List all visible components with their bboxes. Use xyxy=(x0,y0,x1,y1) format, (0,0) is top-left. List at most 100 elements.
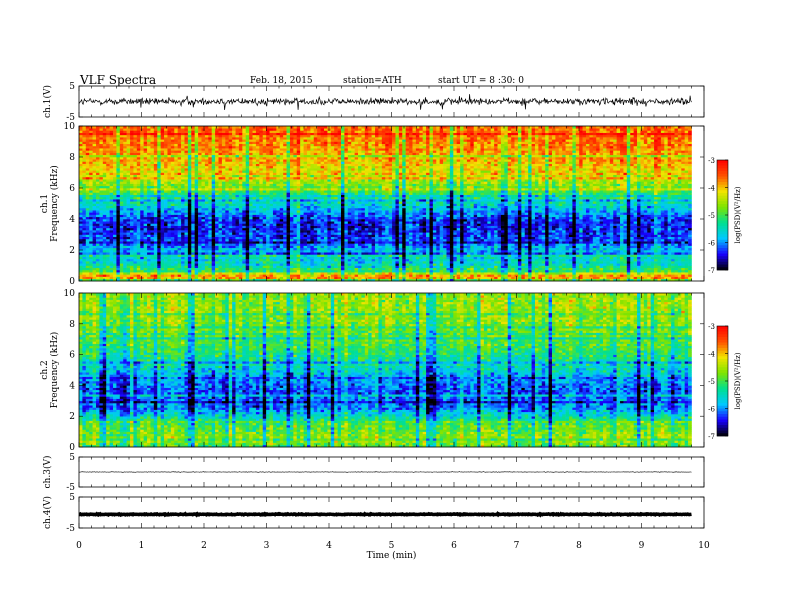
spectrogram-cell xyxy=(245,203,250,207)
spectrogram-cell xyxy=(238,258,243,262)
spectrogram-cell xyxy=(181,272,185,275)
spectrogram-cell xyxy=(208,192,213,195)
spectrogram-cell xyxy=(204,236,209,240)
spectrogram-cell xyxy=(177,221,182,224)
spectrogram-cell xyxy=(109,265,114,269)
spectrogram-cell xyxy=(157,190,161,193)
spectrogram-cell xyxy=(143,179,148,182)
spectrogram-cell xyxy=(85,241,90,244)
spectrogram-cell xyxy=(194,185,199,189)
spectrogram-cell xyxy=(272,196,277,200)
spectrogram-cell xyxy=(232,148,236,151)
spectrogram-cell xyxy=(79,188,83,191)
spectrogram-cell xyxy=(221,216,226,220)
spectrogram-cell xyxy=(82,254,87,257)
spectrogram-cell xyxy=(177,256,182,260)
spectrogram-cell xyxy=(174,152,178,156)
spectrogram-cell xyxy=(218,137,223,140)
spectrogram-cell xyxy=(201,269,206,273)
spectrogram-cell xyxy=(174,214,178,218)
spectrogram-cell xyxy=(208,250,213,253)
spectrogram-cell xyxy=(225,274,230,277)
spectrogram-cell xyxy=(123,216,127,220)
spectrogram-cell xyxy=(133,263,138,266)
spectrogram-cell xyxy=(160,168,165,171)
spectrogram-cell xyxy=(130,137,134,140)
spectrogram-cell xyxy=(96,230,100,233)
spectrogram-cell xyxy=(255,210,260,213)
spectrogram-cell xyxy=(99,227,104,231)
spectrogram-cell xyxy=(300,148,304,151)
spectrogram-cell xyxy=(300,243,304,246)
spectrogram-cell xyxy=(306,157,311,160)
spectrogram-cell xyxy=(181,225,185,229)
spectrogram-cell xyxy=(170,150,175,153)
spectrogram-cell xyxy=(116,269,121,273)
spectrogram-cell xyxy=(238,225,243,229)
spectrogram-cell xyxy=(181,274,185,277)
spectrogram-cell xyxy=(235,245,240,249)
spectrogram-cell xyxy=(276,179,281,182)
spectrogram-cell xyxy=(79,148,83,151)
spectrogram-cell xyxy=(300,241,304,244)
spectrogram-cell xyxy=(279,168,284,171)
spectrogram-cell xyxy=(255,225,260,229)
spectrogram-cell xyxy=(191,154,195,158)
spectrogram-cell xyxy=(252,163,257,167)
spectrogram-cell xyxy=(102,132,107,136)
spectrogram-cell xyxy=(147,269,151,273)
spectrogram-cell xyxy=(255,219,260,222)
spectrogram-cell xyxy=(259,196,264,200)
spectrogram-cell xyxy=(130,141,134,145)
spectrogram-cell xyxy=(296,170,301,173)
spectrogram-cell xyxy=(313,274,318,277)
spectrogram-cell xyxy=(283,265,287,269)
spectrogram-cell xyxy=(255,254,260,257)
spectrogram-cell xyxy=(242,141,247,145)
spectrogram-cell xyxy=(99,168,104,171)
spectrogram-cell xyxy=(286,256,291,260)
spectrogram-cell xyxy=(89,225,93,229)
spectrogram-cell xyxy=(184,223,189,226)
spectrogram-cell xyxy=(126,265,131,269)
spectrogram-cell xyxy=(96,212,100,215)
spectrogram-cell xyxy=(204,174,209,178)
spectrogram-cell xyxy=(279,170,284,173)
spectrogram-cell xyxy=(296,232,301,235)
spectrogram-cell xyxy=(249,130,253,133)
spectrogram-cell xyxy=(269,276,274,280)
spectrogram-cell xyxy=(204,274,209,277)
spectrogram-cell xyxy=(150,214,155,218)
spectrogram-cell xyxy=(136,134,141,138)
spectrogram-cell xyxy=(279,194,284,198)
spectrogram-cell xyxy=(191,192,195,195)
spectrogram-cell xyxy=(140,201,144,204)
spectrogram-cell xyxy=(99,163,104,167)
spectrogram-cell xyxy=(143,214,148,218)
spectrogram-cell xyxy=(242,168,247,171)
spectrogram-cell xyxy=(296,272,301,275)
spectrogram-cell xyxy=(184,267,189,271)
spectrogram-cell xyxy=(249,199,253,202)
spectrogram-cell xyxy=(262,276,267,280)
spectrogram-cell xyxy=(245,165,250,169)
spectrogram-cell xyxy=(150,241,155,244)
spectrogram-cell xyxy=(82,219,87,222)
spectrogram-cell xyxy=(164,223,168,226)
spectrogram-cell xyxy=(279,139,284,142)
spectrogram-cell xyxy=(225,145,230,149)
spectrogram-cell xyxy=(133,258,138,262)
spectrogram-cell xyxy=(102,216,107,220)
spectrogram-cell xyxy=(194,165,199,169)
spectrogram-cell xyxy=(303,269,308,273)
spectrogram-cell xyxy=(170,245,175,249)
spectrogram-cell xyxy=(116,126,121,129)
spectrogram-cell xyxy=(293,276,298,280)
spectrogram-cell xyxy=(313,252,318,255)
spectrogram-cell xyxy=(259,263,264,266)
spectrogram-cell xyxy=(235,152,240,156)
spectrogram-cell xyxy=(181,192,185,195)
spectrogram-cell xyxy=(92,179,97,182)
spectrogram-cell xyxy=(272,245,277,249)
spectrogram-cell xyxy=(123,154,127,158)
